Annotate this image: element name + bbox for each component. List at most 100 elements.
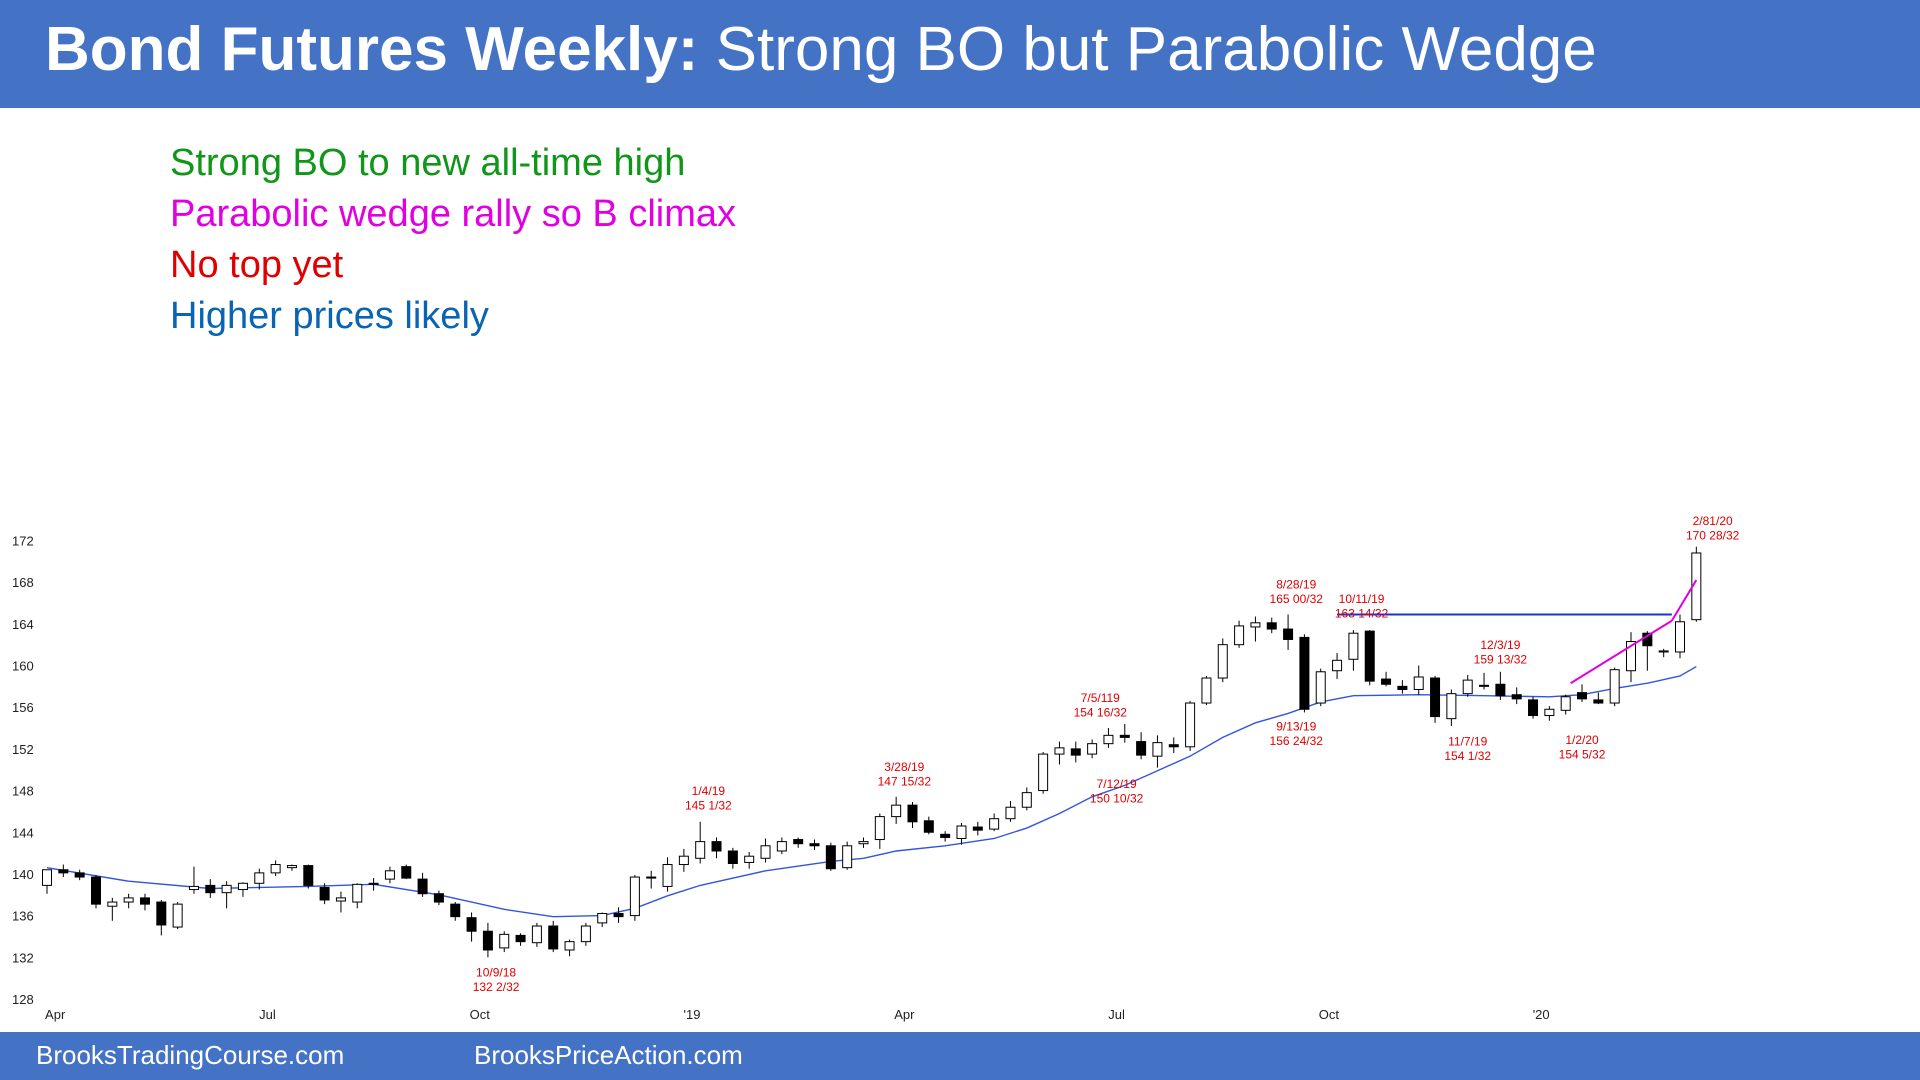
candle [156, 899, 167, 936]
candle-body-bull [1152, 742, 1163, 757]
candle-body-bear [1430, 677, 1441, 718]
candle [760, 838, 771, 863]
candle [564, 939, 575, 957]
annotation-label: 1/4/19 [692, 784, 726, 798]
candle [1348, 630, 1359, 671]
candle [107, 897, 118, 921]
candle [499, 931, 510, 953]
candle-body-bull [776, 841, 787, 852]
candle [1005, 800, 1016, 822]
candle-body-bull [368, 882, 379, 885]
candle [1038, 752, 1049, 794]
candle-body-bull [1462, 679, 1473, 695]
annotation-label: 170 28/32 [1686, 528, 1740, 542]
candle [1103, 728, 1114, 748]
candle [858, 837, 869, 848]
candle [482, 922, 493, 958]
y-tick-label: 128 [12, 992, 34, 1007]
candle-body-bear [1168, 744, 1179, 748]
candle [172, 902, 183, 930]
candle-body-bear [727, 850, 738, 864]
candle [1217, 638, 1228, 683]
candle-body-bull [335, 897, 346, 902]
x-tick-label: Jul [259, 1007, 276, 1022]
candle-body-bear [515, 934, 526, 943]
candle-body-bull [1658, 650, 1669, 653]
candle-body-bear [139, 897, 150, 905]
candle-body-bear [74, 872, 85, 878]
candle-body-bull [1675, 621, 1685, 653]
candle-body-bull [1413, 676, 1424, 690]
candle [548, 920, 559, 953]
candle-body-bull [629, 876, 640, 917]
candle-body-bull [1201, 677, 1212, 704]
candle [139, 893, 150, 911]
candle [597, 912, 608, 928]
note-2: Parabolic wedge rally so B climax [170, 193, 737, 235]
candle [1511, 687, 1522, 705]
candle [1413, 665, 1424, 695]
candle-body-bull [1626, 641, 1637, 672]
y-tick-label: 172 [12, 534, 34, 549]
note-3: No top yet [170, 244, 344, 286]
candle [711, 837, 722, 859]
candle [417, 872, 428, 897]
y-tick-label: 160 [12, 659, 34, 674]
candle-body-bear [90, 876, 101, 905]
candle [1544, 706, 1555, 721]
candle-body-bear [466, 917, 477, 932]
annotation-label: 150 10/32 [1090, 792, 1144, 806]
candle-body-bull [989, 818, 1000, 830]
annotation-label: 8/28/19 [1276, 577, 1316, 591]
price-chart: 128 132 136 140 144 148 152 156 160 164 168 172 Apr… [12, 514, 1740, 1022]
candle-body-bear [548, 925, 559, 950]
candle [842, 841, 853, 870]
candle-body-bear [907, 804, 918, 823]
candle [401, 864, 412, 880]
candle [874, 813, 885, 849]
candles [42, 546, 1702, 958]
candle-body-bear [433, 893, 444, 903]
candle-body-bear [482, 930, 493, 951]
candle-body-bear [1577, 692, 1588, 700]
candle-body-bull [1005, 806, 1016, 820]
candle [1283, 614, 1294, 650]
candle [58, 864, 69, 878]
annotation-label: 10/11/19 [1339, 592, 1385, 606]
candle [1250, 616, 1261, 642]
annotation-label: 163 14/32 [1335, 607, 1389, 621]
candle [1136, 732, 1147, 760]
y-tick-label: 148 [12, 784, 34, 799]
candle-body-bull [580, 925, 591, 943]
candle-body-bear [711, 841, 722, 852]
candle-body-bear [1397, 685, 1408, 690]
candle [1446, 689, 1457, 726]
annotation-label: 159 13/32 [1474, 652, 1528, 666]
wedge-top-line [1670, 579, 1698, 622]
candle [1201, 675, 1212, 706]
candle-body-bull [172, 903, 183, 928]
candle [793, 837, 804, 848]
candle-body-bear [923, 820, 934, 833]
candle-body-bear [793, 839, 804, 845]
title-bold: Bond Futures Weekly: [45, 15, 699, 84]
candle-body-bear [205, 884, 216, 894]
candle [1185, 700, 1196, 751]
candle-body-bull [531, 925, 542, 944]
x-tick-label: '19 [684, 1007, 701, 1022]
candle [1495, 671, 1506, 700]
candle-body-bear [809, 843, 820, 847]
candle [1332, 653, 1343, 680]
candle [989, 813, 1000, 832]
candle-body-bull [1544, 708, 1555, 717]
candle-body-bear [1593, 699, 1604, 704]
candle-body-bull [42, 869, 52, 886]
y-axis: 128 132 136 140 144 148 152 156 160 164 168 172 [12, 534, 34, 1007]
y-tick-label: 140 [12, 867, 34, 882]
candle-body-bull [1348, 632, 1359, 660]
candle [515, 933, 526, 946]
candle [1397, 680, 1408, 694]
annotation-label: 12/3/19 [1480, 638, 1520, 652]
candle-body-bull [1446, 693, 1457, 720]
candle [727, 847, 738, 869]
